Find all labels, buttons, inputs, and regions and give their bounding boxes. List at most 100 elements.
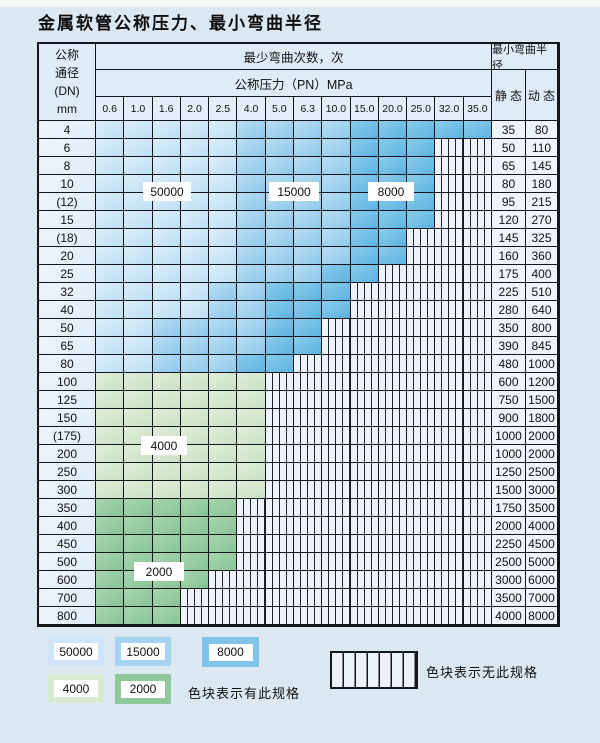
- dn-header-line: (DN): [54, 84, 80, 98]
- spec-cell-dn800-pn20.0: [378, 607, 408, 625]
- spec-cell-dn175-pn5.0: [265, 427, 294, 445]
- legend-no-spec-swatch: [330, 651, 418, 689]
- spec-cell-dn100-pn6.3: [294, 373, 323, 391]
- spec-cell-dn200-pn2.0: [180, 445, 210, 463]
- spec-cell-dn175-pn15.0: [350, 427, 379, 445]
- spec-cell-dn15-pn35.0: [463, 211, 492, 229]
- spec-cell-dn12-pn32.0: [435, 193, 464, 211]
- spec-cell-dn20-pn1.0: [124, 247, 153, 265]
- spec-cell-dn50-pn10.0: [322, 319, 351, 337]
- band-value-label-4000: 4000: [141, 436, 187, 455]
- spec-cell-dn800-pn5.0: [265, 607, 294, 625]
- spec-cell-dn10-pn2.5: [209, 175, 238, 193]
- spec-cell-dn450-pn10.0: [322, 535, 351, 553]
- legend-swatch-label: 4000: [54, 680, 98, 697]
- spec-cell-dn80-pn35.0: [463, 355, 492, 373]
- spec-cell-dn800-pn2.5: [209, 607, 238, 625]
- dynamic-radius-dn12: 215: [526, 193, 558, 211]
- spec-cell-dn32-pn2.5: [209, 283, 238, 301]
- spec-cell-dn350-pn32.0: [435, 499, 464, 517]
- spec-cell-dn600-pn10.0: [322, 571, 351, 589]
- spec-cell-dn400-pn1.6: [152, 517, 181, 535]
- static-radius-dn150: 900: [492, 409, 526, 427]
- band-value-label-15000: 15000: [269, 182, 319, 201]
- spec-cell-dn65-pn0.6: [96, 337, 125, 355]
- spec-cell-dn6-pn32.0: [435, 139, 464, 157]
- spec-cell-dn80-pn32.0: [435, 355, 464, 373]
- spec-cell-dn65-pn4.0: [237, 337, 266, 355]
- spec-cell-dn50-pn25.0: [407, 319, 436, 337]
- spec-cell-dn18-pn32.0: [435, 229, 464, 247]
- row-dn-200: 200: [39, 445, 96, 463]
- spec-cell-dn300-pn2.5: [209, 481, 238, 499]
- static-radius-dn450: 2250: [492, 535, 526, 553]
- spec-cell-dn175-pn6.3: [294, 427, 323, 445]
- pressure-header-15.0: 15.0: [350, 97, 379, 121]
- spec-cell-dn18-pn20.0: [378, 229, 408, 247]
- spec-cell-dn25-pn0.6: [96, 265, 125, 283]
- spec-cell-dn500-pn2.5: [209, 553, 238, 571]
- spec-cell-dn300-pn1.6: [152, 481, 181, 499]
- pressure-header-5.0: 5.0: [265, 97, 294, 121]
- spec-cell-dn450-pn32.0: [435, 535, 464, 553]
- dynamic-radius-dn20: 360: [526, 247, 558, 265]
- legend-swatch-label: 2000: [121, 680, 165, 698]
- static-radius-dn6: 50: [492, 139, 526, 157]
- spec-cell-dn65-pn5.0: [265, 337, 294, 355]
- spec-cell-dn80-pn2.5: [209, 355, 238, 373]
- dynamic-radius-dn15: 270: [526, 211, 558, 229]
- spec-cell-dn450-pn15.0: [350, 535, 379, 553]
- spec-cell-dn25-pn25.0: [407, 265, 436, 283]
- spec-cell-dn20-pn20.0: [378, 247, 408, 265]
- spec-cell-dn250-pn6.3: [294, 463, 323, 481]
- spec-cell-dn50-pn4.0: [237, 319, 266, 337]
- nominal-pressure-header: 公称压力（PN）MPa: [96, 70, 492, 97]
- spec-cell-dn175-pn25.0: [407, 427, 436, 445]
- spec-cell-dn10-pn4.0: [237, 175, 266, 193]
- spec-cell-dn50-pn6.3: [294, 319, 323, 337]
- spec-cell-dn80-pn1.6: [152, 355, 181, 373]
- spec-cell-dn12-pn35.0: [463, 193, 492, 211]
- legend-swatch-label: 15000: [121, 643, 165, 660]
- spec-cell-dn18-pn25.0: [407, 229, 436, 247]
- spec-table: 公称 通径 (DN) mm 最少弯曲次数，次 最小弯曲半径 公称压力（PN）MP…: [37, 42, 560, 627]
- pressure-header-2.5: 2.5: [209, 97, 238, 121]
- row-dn-350: 350: [39, 499, 96, 517]
- spec-cell-dn8-pn1.6: [152, 157, 181, 175]
- spec-cell-dn15-pn2.0: [180, 211, 210, 229]
- spec-cell-dn6-pn15.0: [350, 139, 379, 157]
- row-dn-12: (12): [39, 193, 96, 211]
- spec-cell-dn25-pn15.0: [350, 265, 379, 283]
- legend-swatch-15000: 15000: [115, 637, 171, 666]
- spec-cell-dn300-pn35.0: [463, 481, 492, 499]
- spec-cell-dn300-pn20.0: [378, 481, 408, 499]
- static-radius-dn350: 1750: [492, 499, 526, 517]
- spec-cell-dn65-pn32.0: [435, 337, 464, 355]
- spec-cell-dn800-pn32.0: [435, 607, 464, 625]
- spec-cell-dn20-pn1.6: [152, 247, 181, 265]
- spec-cell-dn15-pn5.0: [265, 211, 294, 229]
- spec-cell-dn32-pn1.0: [124, 283, 153, 301]
- spec-cell-dn400-pn2.5: [209, 517, 238, 535]
- spec-cell-dn18-pn1.6: [152, 229, 181, 247]
- pressure-header-1.6: 1.6: [152, 97, 181, 121]
- spec-cell-dn450-pn2.5: [209, 535, 238, 553]
- spec-cell-dn350-pn10.0: [322, 499, 351, 517]
- spec-cell-dn800-pn6.3: [294, 607, 323, 625]
- spec-cell-dn500-pn15.0: [350, 553, 379, 571]
- bend-cycles-header: 最少弯曲次数，次: [96, 44, 492, 70]
- spec-cell-dn40-pn2.0: [180, 301, 210, 319]
- spec-cell-dn4-pn25.0: [407, 121, 436, 139]
- spec-cell-dn300-pn1.0: [124, 481, 153, 499]
- spec-cell-dn8-pn6.3: [294, 157, 323, 175]
- spec-cell-dn700-pn15.0: [350, 589, 379, 607]
- spec-cell-dn40-pn20.0: [378, 301, 408, 319]
- spec-cell-dn600-pn4.0: [237, 571, 266, 589]
- spec-cell-dn6-pn6.3: [294, 139, 323, 157]
- spec-cell-dn25-pn4.0: [237, 265, 266, 283]
- spec-cell-dn700-pn2.5: [209, 589, 238, 607]
- spec-cell-dn18-pn4.0: [237, 229, 266, 247]
- row-dn-175: (175): [39, 427, 96, 445]
- spec-cell-dn150-pn2.5: [209, 409, 238, 427]
- spec-cell-dn350-pn4.0: [237, 499, 266, 517]
